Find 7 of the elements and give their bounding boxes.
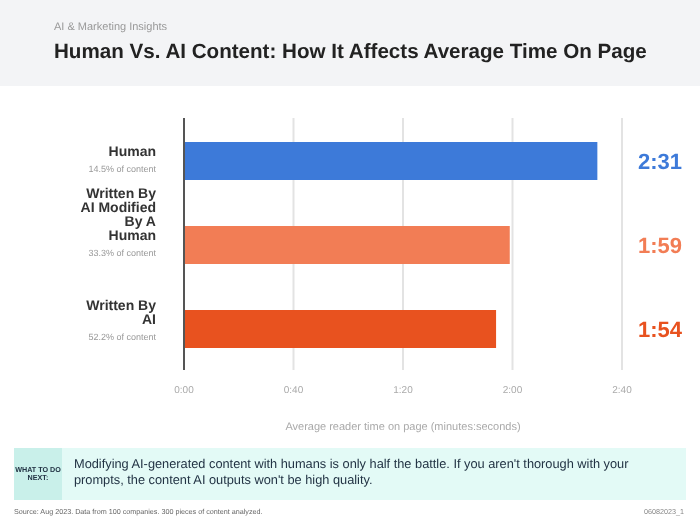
data-label: 2:31 (638, 151, 683, 175)
data-label: 1:54 (638, 319, 684, 343)
chart-title: Human Vs. AI Content: How It Affects Average Time On Page (54, 42, 647, 64)
bar (184, 226, 510, 264)
data-label: 1:59 (638, 235, 683, 259)
bar (184, 310, 497, 348)
bar (184, 142, 598, 180)
